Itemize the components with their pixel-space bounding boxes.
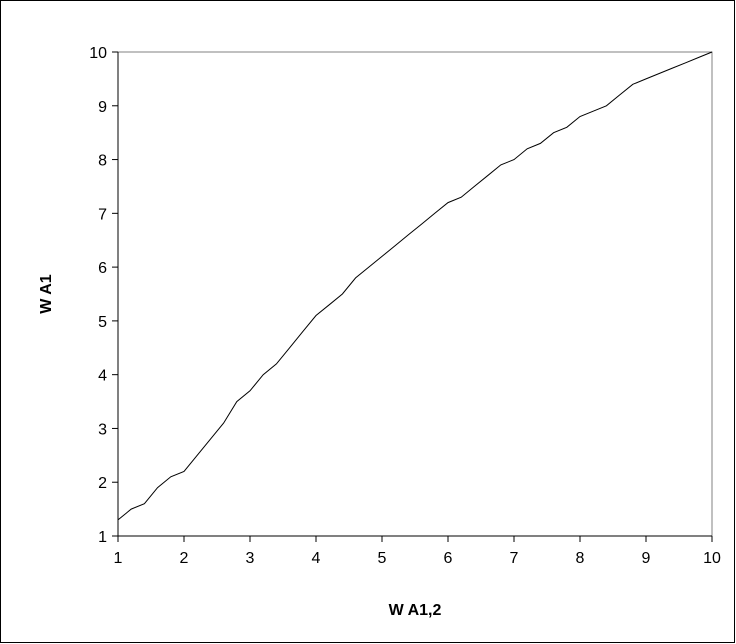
x-tick-label: 4 bbox=[312, 550, 321, 567]
y-tick-label: 1 bbox=[98, 529, 107, 546]
x-tick-label: 1 bbox=[114, 550, 123, 567]
x-axis-title: W A1,2 bbox=[389, 602, 442, 619]
y-tick-label: 2 bbox=[98, 475, 107, 492]
x-tick-label: 2 bbox=[180, 550, 189, 567]
y-tick-label: 9 bbox=[98, 99, 107, 116]
series-line bbox=[117, 51, 713, 521]
y-tick-label: 8 bbox=[98, 153, 107, 170]
plot-area bbox=[117, 51, 713, 537]
x-axis-ticks: 1 2 3 4 5 6 7 8 9 10 bbox=[114, 536, 721, 567]
y-tick-label: 5 bbox=[98, 314, 107, 331]
x-tick-label: 5 bbox=[378, 550, 387, 567]
y-tick-label: 4 bbox=[98, 368, 107, 385]
y-tick-label: 7 bbox=[98, 206, 107, 223]
x-tick-label: 3 bbox=[246, 550, 255, 567]
x-tick-label: 9 bbox=[642, 550, 651, 567]
y-axis-ticks: 1 2 3 4 5 6 7 8 9 10 bbox=[89, 45, 118, 546]
x-tick-label: 6 bbox=[444, 550, 453, 567]
x-tick-label: 10 bbox=[703, 550, 721, 567]
y-tick-label: 6 bbox=[98, 260, 107, 277]
x-tick-label: 7 bbox=[510, 550, 519, 567]
y-tick-label: 10 bbox=[89, 45, 107, 62]
series-layer bbox=[117, 51, 713, 521]
y-axis-title: W A1 bbox=[38, 274, 55, 314]
y-tick-label: 3 bbox=[98, 421, 107, 438]
x-tick-label: 8 bbox=[576, 550, 585, 567]
